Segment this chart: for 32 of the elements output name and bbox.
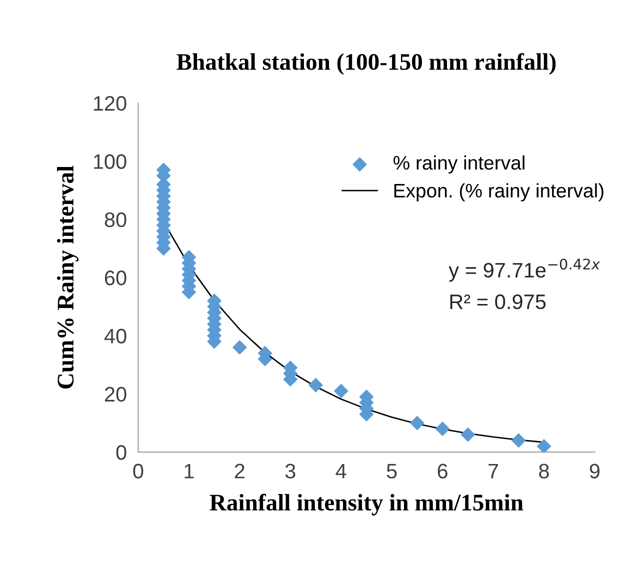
y-tick-label: 20	[104, 386, 126, 402]
x-tick-label: 4	[336, 464, 346, 478]
point	[536, 438, 552, 452]
x-tick-label: 2	[234, 464, 244, 478]
legend-label: Expon. (% rainy interval)	[394, 183, 604, 202]
point	[460, 427, 476, 442]
point	[410, 416, 424, 430]
y-tick-label: 120	[94, 96, 126, 111]
point	[334, 384, 348, 398]
x-tick-label: 3	[285, 464, 296, 479]
point	[308, 378, 324, 392]
point	[511, 433, 526, 448]
x-tick-label: 7	[488, 464, 498, 478]
x-tick-label: 0	[133, 464, 144, 479]
x-tick-label: 9	[590, 464, 600, 479]
annotation: R² = 0.975	[450, 294, 546, 310]
y-tick-label: 80	[104, 212, 126, 228]
y-tick-label: 60	[104, 270, 126, 286]
x-axis-title: Rainfall intensity in mm/15min	[210, 494, 524, 516]
x-tick-label: 1	[184, 464, 194, 478]
y-tick-label: 0	[116, 445, 126, 460]
legend-label: % rainy interval	[393, 155, 524, 174]
y-tick-label: 40	[104, 328, 126, 344]
chart-title: Bhatkal station (100-150 mm rainfall)	[176, 53, 556, 75]
x-tick-label: 6	[438, 464, 448, 479]
annotation: y = 97.71e$^{−0.42x}$	[448, 258, 600, 282]
y-axis-title: Cum% Rainy interval	[56, 166, 78, 389]
point	[232, 340, 247, 355]
x-tick-label: 5	[386, 464, 397, 479]
point	[435, 422, 450, 436]
x-tick-label: 8	[539, 464, 549, 479]
y-tick-label: 100	[94, 154, 126, 169]
